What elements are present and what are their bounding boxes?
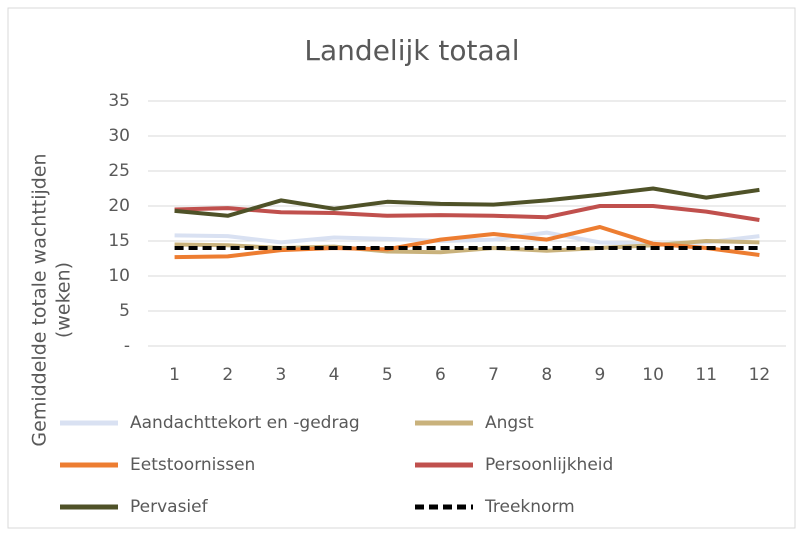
- y-tick-label: 5: [119, 301, 130, 321]
- chart-border: [7, 7, 796, 529]
- y-tick-label: -: [124, 336, 130, 356]
- y-axis-label: (weken): [53, 262, 75, 338]
- y-tick-label: 25: [108, 161, 130, 181]
- legend-label: Treeknorm: [484, 497, 575, 517]
- series-line: [174, 225, 760, 260]
- legend-label: Aandachttekort en -gedrag: [130, 413, 360, 433]
- chart-title: Landelijk totaal: [304, 34, 519, 67]
- x-tick-label: 7: [488, 365, 499, 385]
- series-line: [174, 204, 760, 222]
- y-tick-label: 10: [108, 266, 130, 286]
- y-tick-label: 30: [108, 126, 130, 146]
- x-tick-label: 11: [695, 365, 717, 385]
- y-tick-label: 20: [108, 196, 130, 216]
- y-axis-label: Gemiddelde totale wachttijden: [29, 153, 51, 446]
- x-tick-label: 9: [595, 365, 606, 385]
- legend-label: Angst: [485, 413, 534, 433]
- x-tick-label: 2: [222, 365, 233, 385]
- x-tick-label: 10: [642, 365, 664, 385]
- y-tick-label: 35: [108, 91, 130, 111]
- x-tick-label: 8: [541, 365, 552, 385]
- x-tick-label: 3: [276, 365, 287, 385]
- x-tick-label: 5: [382, 365, 393, 385]
- x-tick-label: 12: [749, 365, 771, 385]
- y-tick-label: 15: [108, 231, 130, 251]
- legend-label: Pervasief: [130, 497, 209, 517]
- x-tick-label: 6: [435, 365, 446, 385]
- legend-label: Eetstoornissen: [130, 455, 255, 475]
- x-tick-label: 4: [329, 365, 340, 385]
- legend-label: Persoonlijkheid: [485, 455, 613, 475]
- series-line: [174, 186, 760, 218]
- x-tick-label: 1: [169, 365, 180, 385]
